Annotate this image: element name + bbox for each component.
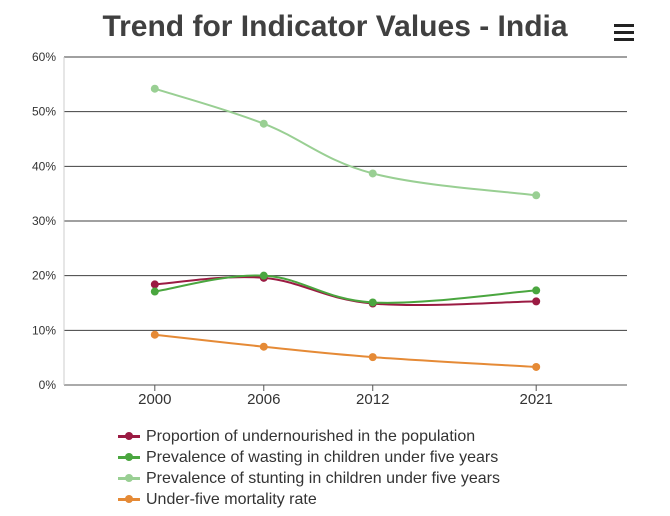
data-point [259,342,268,351]
series-line [154,274,537,304]
legend-label: Proportion of undernourished in the popu… [146,427,476,445]
series-line [154,276,537,307]
y-tick-label: 30% [32,214,56,228]
y-tick-label: 20% [32,269,56,283]
x-tick-label: 2012 [356,391,389,408]
legend-item[interactable]: Under-five mortality rate [118,489,500,510]
series-line [154,87,537,197]
y-tick-label: 60% [32,50,56,64]
legend-line-marker-icon [118,453,140,461]
data-point [532,191,541,200]
legend-label: Under-five mortality rate [146,490,317,508]
data-point [532,286,541,295]
x-tick-label: 2000 [138,391,171,408]
data-point [259,119,268,128]
y-tick-label: 40% [32,159,56,173]
y-tick-label: 50% [32,105,56,119]
y-tick-label: 0% [39,378,57,392]
chart-legend: Proportion of undernourished in the popu… [118,426,500,510]
data-point [532,362,541,371]
series-line [154,333,537,368]
legend-label: Prevalence of stunting in children under… [146,469,500,487]
data-point [368,298,377,307]
menu-bar [614,24,634,27]
chart-title: Trend for Indicator Values - India [102,10,568,43]
hamburger-menu-icon[interactable] [606,14,640,48]
legend-line-marker-icon [118,432,140,440]
data-point [150,280,159,289]
legend-label: Prevalence of wasting in children under … [146,448,499,466]
data-point [150,84,159,93]
legend-line-marker-icon [118,474,140,482]
y-tick-label: 10% [32,323,56,337]
data-point [368,353,377,362]
x-tick-label: 2021 [520,391,553,408]
data-point [368,169,377,178]
data-point [259,271,268,280]
data-point [150,287,159,296]
legend-item[interactable]: Prevalence of wasting in children under … [118,447,500,468]
legend-item[interactable]: Prevalence of stunting in children under… [118,468,500,489]
menu-bar [614,31,634,34]
data-point [150,330,159,339]
legend-item[interactable]: Proportion of undernourished in the popu… [118,426,500,447]
x-tick-label: 2006 [247,391,280,408]
data-point [532,297,541,306]
menu-bar [614,38,634,41]
legend-line-marker-icon [118,495,140,503]
